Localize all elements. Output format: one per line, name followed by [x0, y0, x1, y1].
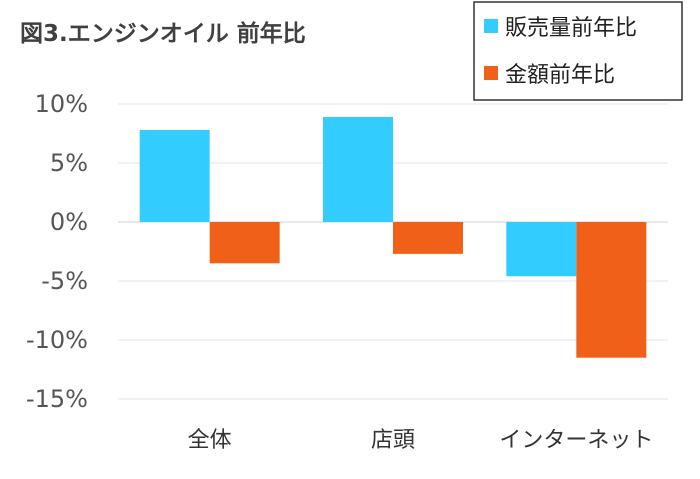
x-axis-category-labels: 全体 店頭 インターネット: [188, 428, 654, 453]
y-tick-label-0: 10%: [35, 90, 88, 118]
y-tick-label-5: -15%: [26, 385, 88, 413]
category-label-1: 店頭: [371, 428, 415, 453]
bar-series0-cat0: [139, 129, 210, 222]
legend-swatch-sales-volume: [484, 19, 498, 33]
legend-label-sales-volume: 販売量前年比: [505, 16, 637, 41]
bars: [139, 116, 647, 358]
category-label-2: インターネット: [499, 428, 653, 453]
bar-series1-cat1: [393, 222, 463, 254]
y-tick-label-2: 0%: [50, 208, 88, 236]
y-tick-label-1: 5%: [50, 149, 88, 177]
y-tick-label-3: -5%: [41, 267, 88, 295]
y-tick-label-4: -10%: [26, 326, 88, 354]
category-label-0: 全体: [188, 428, 232, 453]
legend-box: [473, 1, 683, 101]
legend-swatch-amount: [484, 66, 498, 80]
bar-series0-cat1: [323, 116, 393, 222]
chart-title: 図3.エンジンオイル 前年比: [20, 20, 306, 47]
y-axis-tick-labels: 10% 5% 0% -5% -10% -15%: [26, 90, 88, 413]
legend: 販売量前年比 金額前年比: [473, 1, 683, 101]
bar-series1-cat0: [209, 222, 280, 264]
bar-series1-cat2: [576, 222, 647, 358]
legend-label-amount: 金額前年比: [505, 63, 615, 88]
bar-series0-cat2: [506, 222, 577, 277]
